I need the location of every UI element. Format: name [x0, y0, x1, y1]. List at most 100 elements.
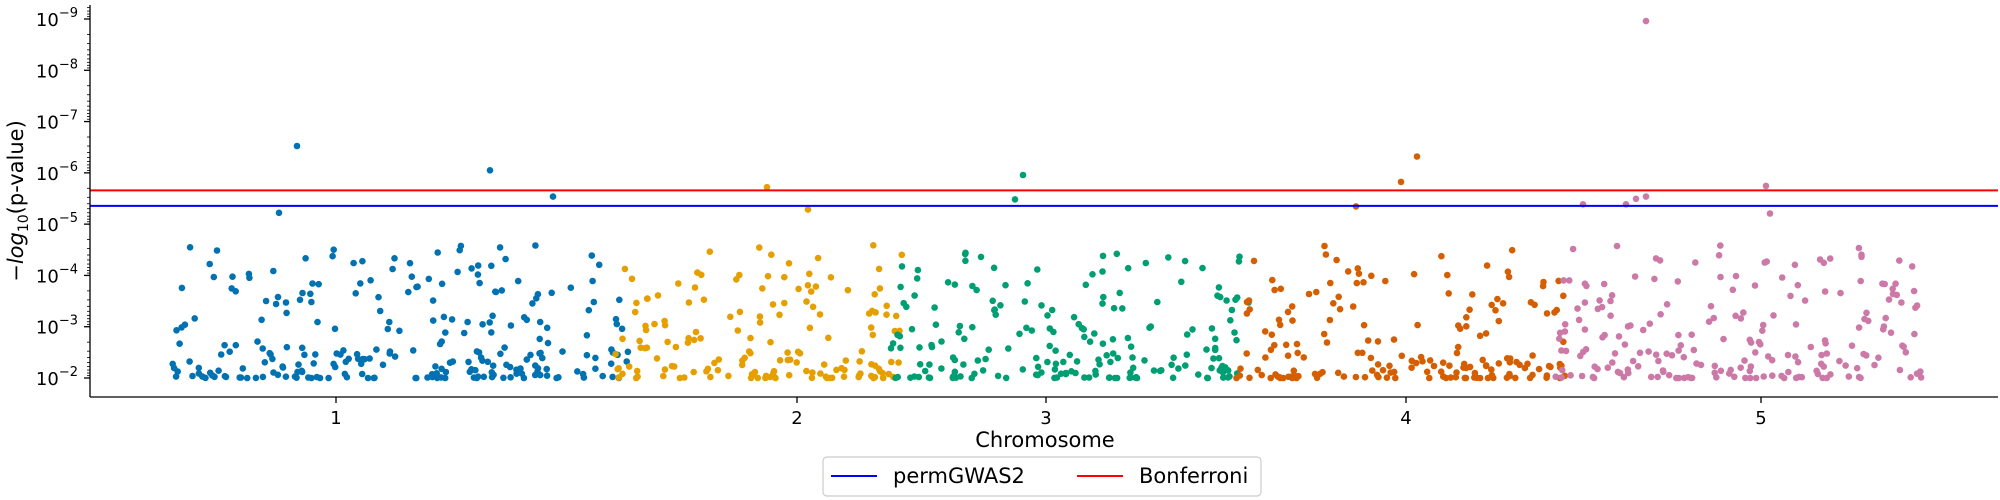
data-point-chr2 — [690, 368, 697, 376]
data-point-chr1 — [532, 362, 539, 369]
data-point-chr3 — [1189, 326, 1196, 333]
data-point-chr1 — [274, 371, 282, 379]
data-point-chr5 — [1778, 372, 1785, 380]
data-point-chr5 — [1899, 342, 1906, 350]
y-tick-base: 10 — [36, 266, 59, 287]
data-point-chr3 — [1154, 298, 1161, 306]
data-point-chr1 — [294, 368, 301, 376]
data-point-chr1 — [301, 351, 308, 359]
data-point-chr1 — [331, 325, 339, 333]
data-point-chr4 — [1354, 265, 1362, 272]
data-point-chr4 — [1503, 374, 1511, 382]
data-point-chr3 — [1057, 370, 1065, 378]
data-point-chr5 — [1798, 373, 1806, 381]
data-point-chr5 — [1560, 277, 1567, 284]
data-point-chr4 — [1482, 330, 1490, 337]
data-point-chr3 — [1099, 268, 1106, 275]
data-point-chr3 — [960, 361, 967, 368]
data-point-chr2 — [715, 356, 723, 363]
y-tick-exponent: −2 — [59, 365, 78, 380]
data-point-chr4 — [1321, 242, 1328, 250]
data-point-chr1 — [583, 351, 591, 359]
data-point-chr5 — [1882, 314, 1889, 322]
data-point-chr5 — [1717, 273, 1724, 281]
data-point-chr1 — [409, 347, 417, 354]
data-point-chr4 — [1453, 349, 1461, 357]
data-point-chr5 — [1556, 329, 1564, 337]
data-point-chr3 — [897, 283, 904, 291]
data-point-chr4 — [1438, 252, 1445, 260]
data-point-chr3 — [1119, 305, 1126, 312]
data-point-chr5 — [1820, 259, 1828, 267]
y-tick-base: 10 — [36, 10, 59, 31]
data-point-chr5 — [1737, 315, 1745, 322]
data-point-chr2 — [895, 359, 902, 366]
data-point-chr5 — [1566, 277, 1573, 284]
data-point-chr4 — [1560, 292, 1567, 300]
data-point-chr1 — [613, 320, 621, 328]
data-point-chr4 — [1504, 268, 1512, 276]
data-point-chr1 — [460, 329, 468, 337]
data-point-chr5 — [1591, 363, 1598, 371]
y-tick-base: 10 — [36, 318, 59, 339]
data-point-chr2 — [865, 310, 873, 317]
x-tick-label: 4 — [1400, 408, 1411, 429]
data-point-chr5 — [1896, 257, 1903, 264]
data-point-chr4 — [1354, 349, 1362, 357]
top-hit-point-chr3 — [1019, 171, 1027, 179]
data-point-chr2 — [734, 327, 742, 334]
data-point-chr4 — [1271, 341, 1278, 349]
data-point-chr3 — [1024, 280, 1031, 287]
data-point-chr3 — [894, 331, 901, 339]
data-point-chr1 — [209, 372, 216, 379]
data-point-chr1 — [429, 317, 437, 324]
data-point-chr1 — [490, 371, 497, 379]
data-point-chr3 — [932, 321, 940, 329]
data-point-chr1 — [484, 358, 492, 366]
data-point-chr3 — [897, 344, 904, 352]
data-point-chr1 — [424, 374, 431, 381]
data-point-chr2 — [631, 308, 639, 316]
data-point-chr2 — [823, 374, 831, 382]
data-point-chr1 — [325, 374, 332, 382]
data-point-chr1 — [406, 259, 414, 267]
data-point-chr1 — [199, 373, 206, 380]
data-point-chr5 — [1600, 280, 1608, 288]
data-point-chr1 — [312, 351, 319, 358]
data-point-chr1 — [456, 246, 464, 254]
data-point-chr1 — [454, 268, 461, 276]
data-point-chr2 — [807, 288, 815, 295]
data-point-chr5 — [1567, 372, 1574, 379]
data-point-chr1 — [616, 296, 623, 304]
data-point-chr3 — [913, 275, 921, 282]
data-point-chr3 — [1124, 264, 1132, 272]
data-point-chr3 — [928, 341, 935, 349]
data-point-chr3 — [931, 304, 938, 311]
data-point-chr3 — [938, 338, 945, 345]
data-point-chr5 — [1732, 272, 1740, 280]
data-point-chr1 — [262, 297, 270, 305]
data-point-chr4 — [1322, 251, 1330, 258]
data-point-chr1 — [243, 374, 251, 382]
data-point-chr4 — [1294, 349, 1301, 357]
data-point-chr5 — [1663, 301, 1671, 308]
data-point-chr5 — [1614, 368, 1622, 376]
data-point-chr5 — [1668, 352, 1676, 359]
data-point-chr1 — [507, 374, 514, 381]
data-point-chr1 — [623, 358, 630, 365]
data-point-chr5 — [1599, 334, 1606, 341]
data-point-chr4 — [1387, 369, 1394, 376]
data-point-chr3 — [982, 355, 989, 363]
data-point-chr3 — [1227, 317, 1234, 324]
top-hit-point-chr3 — [1011, 196, 1019, 203]
data-point-chr1 — [489, 312, 496, 320]
y-tick-label: 10−5 — [36, 211, 78, 236]
data-point-chr4 — [1320, 330, 1328, 338]
data-point-chr5 — [1836, 357, 1843, 365]
top-hit-point-chr2 — [763, 183, 771, 191]
data-point-chr4 — [1313, 288, 1320, 296]
data-point-chr5 — [1578, 372, 1586, 380]
data-point-chr2 — [809, 369, 816, 376]
data-point-chr3 — [990, 264, 998, 272]
data-point-chr1 — [592, 354, 599, 362]
